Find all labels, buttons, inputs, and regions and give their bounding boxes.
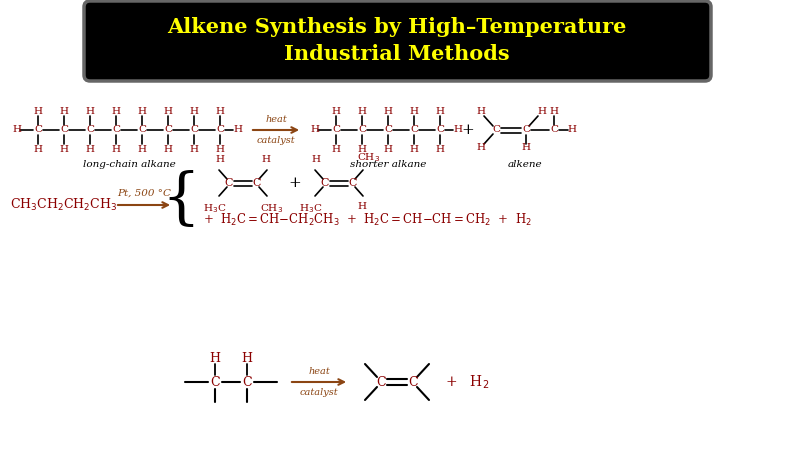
Text: H: H <box>242 352 253 365</box>
Text: H: H <box>138 107 146 116</box>
Text: CH$_3$CH$_2$CH$_2$CH$_3$: CH$_3$CH$_2$CH$_2$CH$_3$ <box>10 197 117 213</box>
Text: +  H$_2$C$=$CH$-$CH$_2$CH$_3$  +  H$_2$C$=$CH$-$CH$=$CH$_2$  +  H$_2$: + H$_2$C$=$CH$-$CH$_2$CH$_3$ + H$_2$C$=$… <box>203 212 532 228</box>
Text: H: H <box>383 107 393 116</box>
Text: H: H <box>190 107 198 116</box>
Text: Pt, 500 °C: Pt, 500 °C <box>117 189 171 198</box>
Text: H: H <box>34 107 42 116</box>
Text: CH$_3$: CH$_3$ <box>261 202 283 215</box>
Text: Alkene Synthesis by High–Temperature: Alkene Synthesis by High–Temperature <box>167 17 626 37</box>
Text: H$_3$C: H$_3$C <box>299 202 322 215</box>
Text: Industrial Methods: Industrial Methods <box>284 44 510 64</box>
Text: C: C <box>164 125 172 134</box>
Text: H: H <box>163 107 173 116</box>
Text: C: C <box>408 376 418 389</box>
Text: C: C <box>332 125 340 134</box>
Text: heat: heat <box>265 115 287 124</box>
Text: H: H <box>234 125 242 134</box>
Text: C: C <box>112 125 120 134</box>
Text: C: C <box>436 125 444 134</box>
Text: C: C <box>321 178 330 188</box>
Text: H: H <box>331 144 341 154</box>
Text: H: H <box>410 107 418 116</box>
Text: H: H <box>59 107 69 116</box>
Text: H: H <box>358 144 366 154</box>
Text: +: + <box>289 176 302 190</box>
Text: +   H$_2$: + H$_2$ <box>445 373 490 391</box>
Text: C: C <box>86 125 94 134</box>
Text: H: H <box>522 143 530 152</box>
Text: C: C <box>358 125 366 134</box>
Text: H$_3$C: H$_3$C <box>203 202 226 215</box>
Text: H: H <box>311 155 321 164</box>
Text: C: C <box>410 125 418 134</box>
Text: C: C <box>349 178 358 188</box>
FancyBboxPatch shape <box>84 1 711 81</box>
Text: H: H <box>138 144 146 154</box>
Text: C: C <box>242 376 252 389</box>
Text: C: C <box>550 125 558 134</box>
Text: C: C <box>225 178 234 188</box>
Text: C: C <box>138 125 146 134</box>
Text: H: H <box>163 144 173 154</box>
Text: catalyst: catalyst <box>257 136 295 145</box>
Text: H: H <box>215 144 225 154</box>
Text: H: H <box>86 144 94 154</box>
Text: H: H <box>111 107 121 116</box>
Text: H: H <box>111 144 121 154</box>
Text: H: H <box>358 107 366 116</box>
Text: C: C <box>384 125 392 134</box>
Text: H: H <box>435 107 445 116</box>
Text: long-chain alkane: long-chain alkane <box>82 160 175 169</box>
Text: C: C <box>60 125 68 134</box>
Text: H: H <box>567 125 577 134</box>
Text: H: H <box>538 108 546 117</box>
Text: H: H <box>331 107 341 116</box>
Text: catalyst: catalyst <box>300 388 338 397</box>
Text: CH$_3$: CH$_3$ <box>358 151 381 164</box>
Text: H: H <box>34 144 42 154</box>
Text: C: C <box>522 125 530 134</box>
Text: H: H <box>215 155 225 164</box>
Text: H: H <box>210 352 221 365</box>
Text: C: C <box>376 376 386 389</box>
Text: H: H <box>358 202 366 211</box>
Text: H: H <box>262 155 270 164</box>
Text: H: H <box>310 125 319 134</box>
Text: H: H <box>86 107 94 116</box>
Text: H: H <box>59 144 69 154</box>
Text: {: { <box>162 170 201 230</box>
Text: H: H <box>215 107 225 116</box>
Text: +: + <box>462 123 474 137</box>
Text: H: H <box>190 144 198 154</box>
Text: H: H <box>477 108 486 117</box>
Text: H: H <box>435 144 445 154</box>
Text: shorter alkane: shorter alkane <box>350 160 426 169</box>
Text: H: H <box>13 125 22 134</box>
Text: H: H <box>410 144 418 154</box>
Text: H: H <box>383 144 393 154</box>
Text: C: C <box>190 125 198 134</box>
Text: C: C <box>492 125 500 134</box>
Text: C: C <box>210 376 220 389</box>
Text: H: H <box>454 125 462 134</box>
Text: H: H <box>477 143 486 152</box>
Text: heat: heat <box>308 367 330 376</box>
Text: C: C <box>253 178 262 188</box>
Text: H: H <box>550 108 558 117</box>
Text: alkene: alkene <box>508 160 542 169</box>
Text: C: C <box>216 125 224 134</box>
Text: C: C <box>34 125 42 134</box>
